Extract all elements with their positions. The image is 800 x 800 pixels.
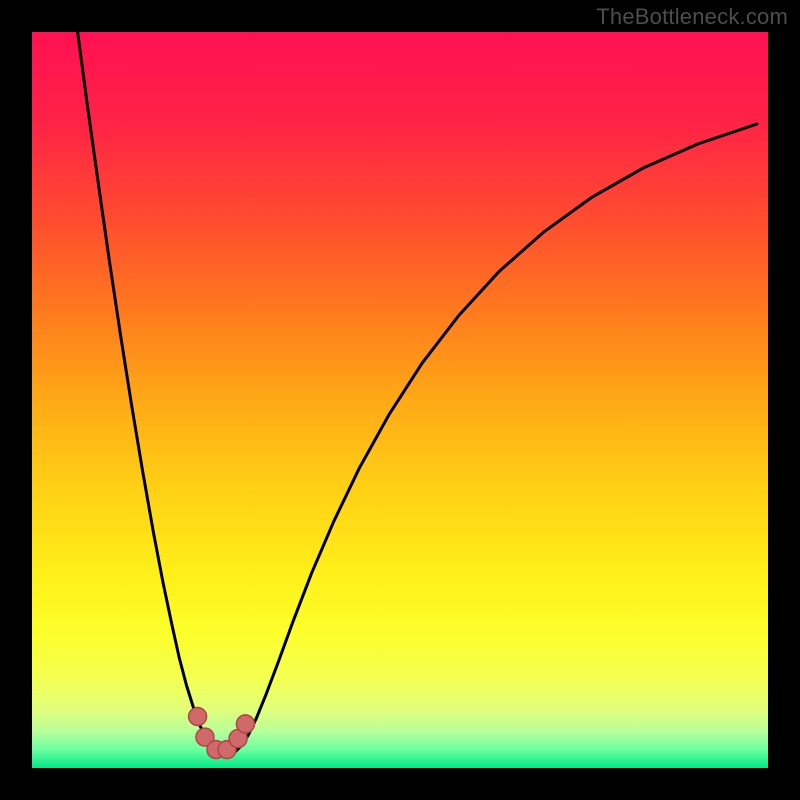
bottleneck-curve-chart xyxy=(32,32,768,768)
highlight-marker xyxy=(189,707,207,725)
highlight-marker xyxy=(236,715,254,733)
chart-frame: TheBottleneck.com xyxy=(0,0,800,800)
plot-area xyxy=(32,32,768,768)
watermark-text: TheBottleneck.com xyxy=(596,4,788,30)
